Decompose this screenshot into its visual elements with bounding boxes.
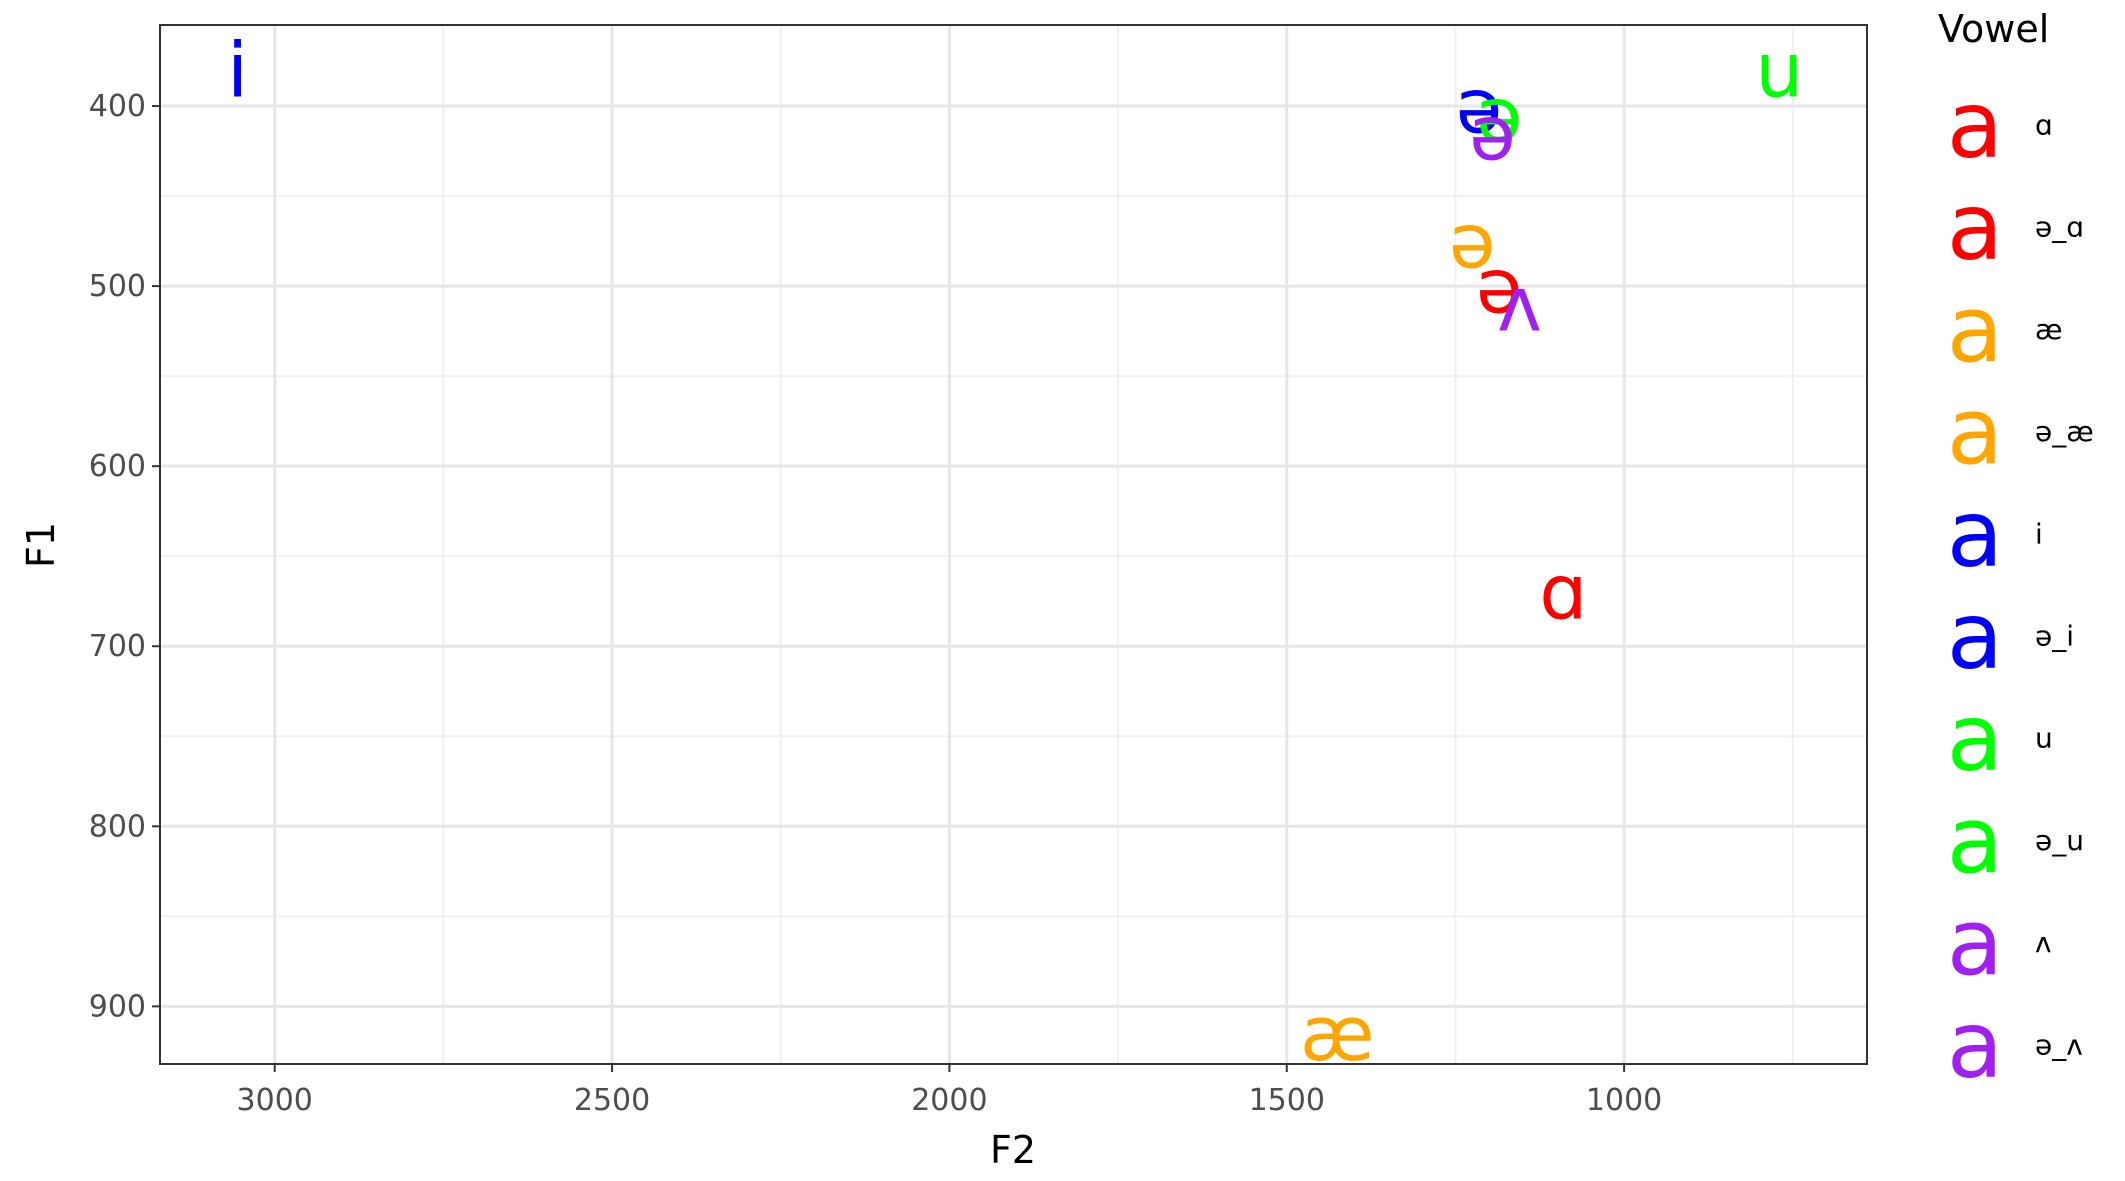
y-tick-label: 500 [89,269,146,304]
x-axis-title: F2 [990,1128,1036,1172]
x-tick-label: 2000 [911,1083,987,1118]
data-point-label: ʌ [1497,260,1542,349]
legend-key-glyph: a [1947,480,2003,587]
data-point-label: ə [1449,197,1496,286]
x-tick-label: 1000 [1586,1083,1662,1118]
legend-label: ə_u [2035,824,2084,857]
legend-key-glyph: a [1947,583,2003,690]
legend-label: ə_æ [2035,415,2094,448]
x-axis-ticks: 3000 2500 2000 1500 1000 [237,1064,1662,1118]
data-point-label: ə [1476,71,1523,160]
y-axis-ticks: 400 500 600 700 800 900 [89,89,160,1024]
x-tick-label: 1500 [1249,1083,1325,1118]
legend-item: a ə_æ [1947,378,2094,485]
legend-label: ɑ [2035,109,2053,142]
legend-key-glyph: a [1947,378,2003,485]
legend-label: i [2035,517,2043,550]
legend-key-glyph: a [1947,685,2003,792]
legend-label: ʌ [2035,926,2052,959]
data-point-label: i [227,26,248,115]
x-tick-label: 3000 [237,1083,313,1118]
legend-item: a ə_i [1947,583,2074,690]
legend-key-glyph: a [1947,889,2003,996]
legend-label: ə_ɑ [2035,211,2084,244]
y-tick-label: 600 [89,449,146,484]
plot-panel-border [159,24,1868,1065]
legend-item: a ə_ɑ [1947,174,2084,281]
data-point-label: ɑ [1539,548,1587,637]
legend-key-glyph: a [1947,72,2003,179]
legend-item: a ə_ʌ [1947,991,2083,1098]
legend-label: ə_i [2035,620,2074,653]
legend-key-glyph: a [1947,276,2003,383]
plot-background [160,25,1867,1064]
data-point-label: ə [1476,242,1523,331]
x-tick-label: 2500 [574,1083,650,1118]
y-axis-title: F1 [19,522,63,568]
legend-key-glyph: a [1947,787,2003,894]
legend: Vowel a ɑa ə_ɑa æa ə_æa ia ə_ia ua ə_ua ʌa ə_ʌ [1938,7,2094,1098]
legend-label: æ [2035,313,2063,346]
y-tick-label: 800 [89,809,146,844]
legend-label: ə_ʌ [2035,1028,2083,1061]
legend-key-glyph: a [1947,991,2003,1098]
y-tick-label: 400 [89,89,146,124]
y-tick-label: 900 [89,989,146,1024]
legend-title: Vowel [1938,7,2049,51]
data-point-label: u [1755,26,1803,115]
grid-lines [160,25,1867,1064]
legend-item: a ə_u [1947,787,2084,894]
legend-label: u [2035,722,2053,755]
legend-key-glyph: a [1947,174,2003,281]
data-point-label: ə [1456,62,1503,151]
data-point-label: ə [1469,89,1516,178]
y-tick-label: 700 [89,629,146,664]
